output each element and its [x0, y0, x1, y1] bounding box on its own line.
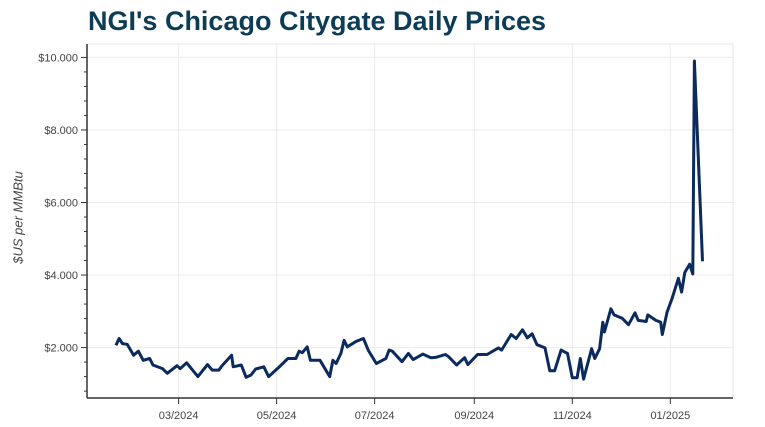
gridlines — [87, 44, 733, 398]
plot-frame — [86, 43, 734, 399]
y-tick-label: $10.000 — [38, 52, 78, 64]
y-tick-label: $8.000 — [44, 125, 78, 137]
y-tick-label: $4.000 — [44, 270, 78, 282]
x-tick-label: 11/2024 — [553, 410, 592, 422]
axes: $2.000 $4.000 $6.000 $8.000 $10.000 03/2024 05… — [38, 44, 733, 422]
x-tick-label: 01/2025 — [650, 410, 690, 422]
x-tick-label: 09/2024 — [454, 410, 494, 422]
chart-title: NGI's Chicago Citygate Daily Prices — [88, 6, 547, 36]
price-line — [114, 59, 704, 381]
x-tick-label: 03/2024 — [159, 410, 199, 422]
y-tick-label: $2.000 — [44, 343, 78, 355]
x-tick-label: 07/2024 — [355, 410, 395, 422]
series-layer — [114, 59, 704, 381]
y-tick-label: $6.000 — [44, 198, 78, 210]
x-tick-label: 05/2024 — [257, 410, 297, 422]
